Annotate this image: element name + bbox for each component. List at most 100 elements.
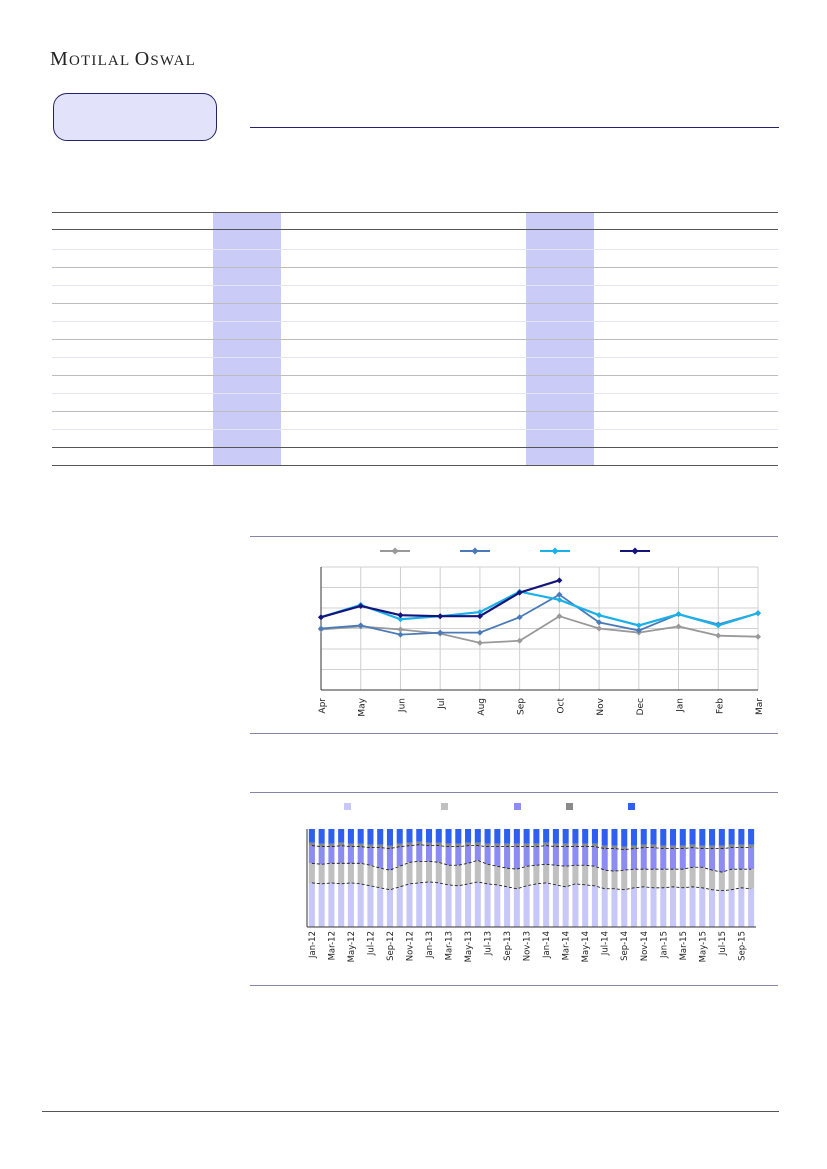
x-tick-label: Mar-13	[445, 931, 455, 960]
bar-segment	[494, 846, 501, 867]
data-point	[596, 625, 603, 632]
data-point	[318, 614, 324, 621]
table-row-divider	[52, 321, 778, 322]
segment-boundary-line	[311, 859, 752, 873]
x-tick-label: Sep-13	[503, 931, 513, 961]
bar-segment	[621, 889, 628, 927]
bar-segment	[425, 881, 433, 927]
bar-segment	[543, 864, 550, 883]
x-tick-label: Oct	[556, 698, 566, 714]
header-rule	[250, 127, 779, 128]
bar-segment	[660, 887, 667, 927]
x-tick-label: Mar-15	[679, 931, 689, 960]
x-tick-label: Jul-13	[484, 931, 494, 956]
bar-segment	[533, 883, 540, 927]
bar-segment	[465, 863, 472, 884]
bar-segment	[650, 887, 657, 927]
table-total-rule	[52, 447, 778, 448]
data-point	[675, 611, 682, 618]
bar-segment	[445, 846, 452, 866]
bar-segment	[357, 883, 364, 927]
bar-segment	[601, 845, 608, 849]
data-point	[675, 623, 682, 630]
bar-segment	[494, 843, 501, 847]
bar-segment	[474, 860, 481, 882]
x-tick-label: Jan-12	[308, 931, 318, 959]
bar-segment	[318, 846, 325, 865]
data-point	[516, 614, 523, 621]
bar-segment	[484, 864, 491, 884]
x-tick-label: Mar	[755, 698, 765, 715]
bar-segment	[630, 829, 638, 846]
bar-segment	[347, 882, 354, 927]
bar-segment	[670, 848, 677, 870]
bar-segment	[630, 848, 638, 870]
bar-segment	[484, 846, 491, 865]
bar-segment	[543, 845, 550, 865]
bar-segment	[621, 849, 628, 871]
bar-segment	[425, 861, 433, 882]
bar-segment	[357, 846, 364, 864]
bar-segment	[513, 846, 520, 870]
legend-swatch	[566, 803, 573, 810]
bar-segment	[748, 869, 755, 889]
line-chart-figure	[250, 536, 778, 734]
bar-segment	[513, 843, 520, 847]
bar-segment	[455, 865, 462, 886]
bar-segment	[308, 863, 315, 883]
bar-segment	[416, 829, 423, 842]
legend-marker	[471, 547, 479, 555]
bar-segment	[484, 883, 491, 927]
bar-segment	[660, 845, 667, 849]
data-point	[635, 622, 642, 629]
bar-segment	[738, 829, 745, 845]
bar-segment	[562, 843, 569, 847]
bar-segment	[582, 829, 589, 844]
bar-segment	[308, 842, 315, 846]
bar-segment	[357, 843, 364, 847]
logo-initial-o: O	[134, 48, 151, 70]
bar-segment	[748, 829, 755, 845]
data-point	[755, 633, 761, 640]
table-row-divider	[52, 429, 778, 430]
bar-segment	[670, 869, 677, 887]
stacked-bar-figure	[250, 792, 778, 986]
bar-segment	[406, 883, 413, 927]
bar-segment	[523, 866, 530, 886]
bar-segment	[338, 829, 345, 843]
bar-segment	[582, 865, 589, 885]
data-point	[715, 632, 722, 639]
table-row-divider	[52, 357, 778, 358]
x-tick-label: Sep-12	[386, 931, 396, 961]
bar-segment	[523, 829, 530, 844]
bar-segment	[718, 872, 725, 891]
bar-segment	[611, 845, 618, 849]
bar-segment	[367, 885, 374, 927]
bar-segment	[338, 863, 345, 884]
table-bottom-rule	[52, 465, 778, 466]
x-tick-label: May-14	[581, 931, 591, 962]
bar-segment	[621, 846, 628, 850]
bar-segment	[709, 845, 716, 849]
table-row-divider	[52, 375, 778, 376]
line-chart: Apr May Jun Jul Aug Sep Oct Nov Dec Jan Feb Mar	[318, 547, 765, 717]
bar-segment	[435, 829, 442, 843]
legend-marker	[551, 547, 559, 555]
legend-swatch	[344, 803, 351, 810]
bar-segment	[660, 848, 667, 870]
bar-segment	[386, 870, 393, 890]
data-point	[397, 631, 404, 638]
bar-segment	[640, 869, 647, 887]
bar-segment	[543, 882, 550, 927]
x-tick-label: Jan-13	[425, 931, 435, 959]
footer-rule	[42, 1111, 779, 1112]
table-row-divider	[52, 339, 778, 340]
bar-segment	[699, 848, 706, 868]
bar-segment	[611, 848, 618, 872]
bar-segment	[679, 829, 686, 846]
bar-segment	[445, 829, 452, 844]
bar-segment	[357, 829, 364, 844]
bar-segment	[670, 829, 677, 846]
bar-segment	[328, 843, 335, 847]
bar-segment	[709, 848, 716, 871]
